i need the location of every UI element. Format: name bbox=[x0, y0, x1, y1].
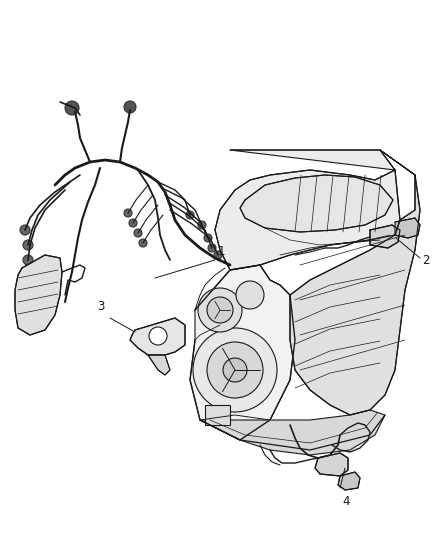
Circle shape bbox=[124, 101, 136, 113]
Polygon shape bbox=[200, 410, 385, 455]
Circle shape bbox=[214, 251, 222, 259]
Polygon shape bbox=[240, 175, 393, 232]
Circle shape bbox=[193, 328, 277, 412]
Circle shape bbox=[139, 239, 147, 247]
Text: 1: 1 bbox=[218, 245, 226, 258]
Circle shape bbox=[223, 358, 247, 382]
Polygon shape bbox=[205, 405, 230, 425]
Circle shape bbox=[134, 229, 142, 237]
Circle shape bbox=[20, 225, 30, 235]
Text: 3: 3 bbox=[98, 300, 105, 313]
Circle shape bbox=[129, 219, 137, 227]
Circle shape bbox=[236, 281, 264, 309]
Polygon shape bbox=[370, 225, 400, 248]
Circle shape bbox=[198, 221, 206, 229]
Polygon shape bbox=[338, 472, 360, 490]
Text: 4: 4 bbox=[342, 495, 350, 508]
Polygon shape bbox=[130, 318, 185, 355]
Polygon shape bbox=[395, 218, 420, 238]
Circle shape bbox=[65, 101, 79, 115]
Circle shape bbox=[204, 234, 212, 242]
Polygon shape bbox=[215, 150, 400, 270]
Polygon shape bbox=[315, 453, 348, 476]
Circle shape bbox=[124, 209, 132, 217]
Polygon shape bbox=[190, 265, 295, 440]
Circle shape bbox=[207, 342, 263, 398]
Circle shape bbox=[23, 240, 33, 250]
Circle shape bbox=[186, 211, 194, 219]
Text: 2: 2 bbox=[422, 254, 430, 266]
Polygon shape bbox=[148, 355, 170, 375]
Polygon shape bbox=[290, 150, 420, 415]
Circle shape bbox=[207, 297, 233, 323]
Circle shape bbox=[149, 327, 167, 345]
Circle shape bbox=[208, 244, 216, 252]
Circle shape bbox=[23, 255, 33, 265]
Circle shape bbox=[198, 288, 242, 332]
Polygon shape bbox=[15, 255, 62, 335]
